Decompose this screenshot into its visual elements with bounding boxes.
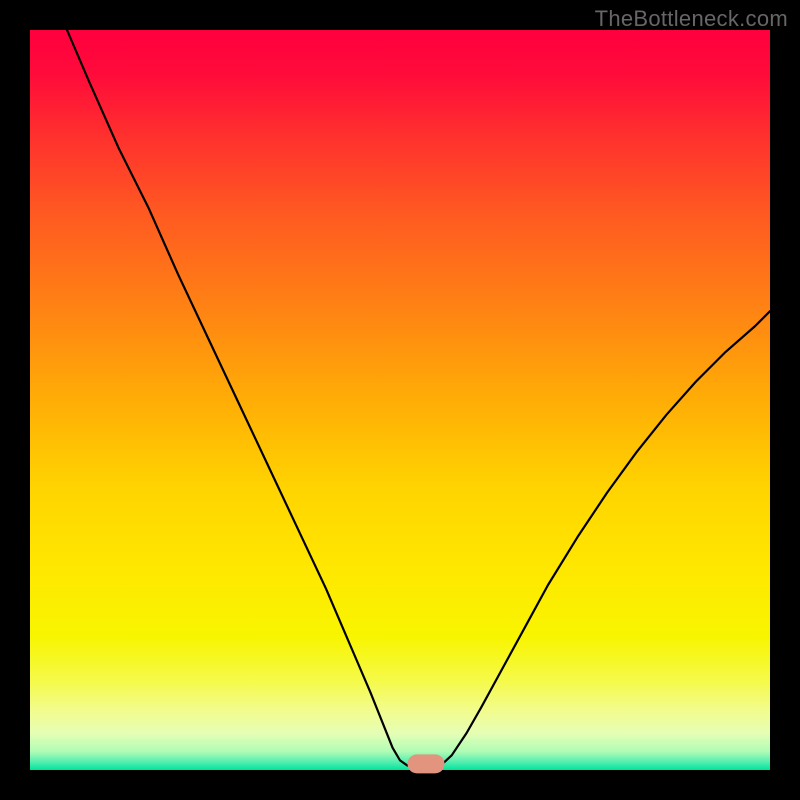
figure-frame: TheBottleneck.com: [0, 0, 800, 800]
optimal-marker: [407, 754, 444, 773]
plot-area: [30, 30, 770, 770]
plot-background: [30, 30, 770, 770]
plot-svg: [30, 30, 770, 770]
watermark-text: TheBottleneck.com: [595, 6, 788, 32]
